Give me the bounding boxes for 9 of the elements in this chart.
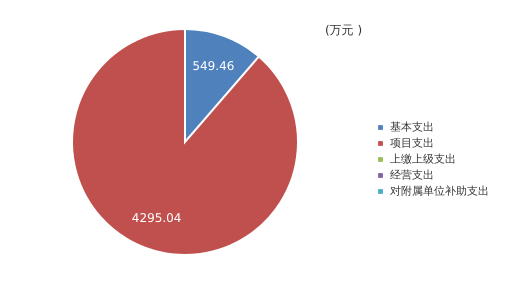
data-label: 549.46: [192, 58, 234, 73]
text: (万元 ): [325, 23, 362, 37]
legend-label: 对附属单位补助支出: [390, 184, 489, 198]
legend-label: 项目支出: [390, 136, 434, 150]
pie-slice: [71, 28, 299, 256]
legend-label: 经营支出: [390, 168, 434, 182]
legend-label: 上缴上级支出: [390, 152, 456, 166]
data-label: 4295.04: [132, 211, 182, 226]
legend-label: 基本支出: [390, 120, 434, 134]
